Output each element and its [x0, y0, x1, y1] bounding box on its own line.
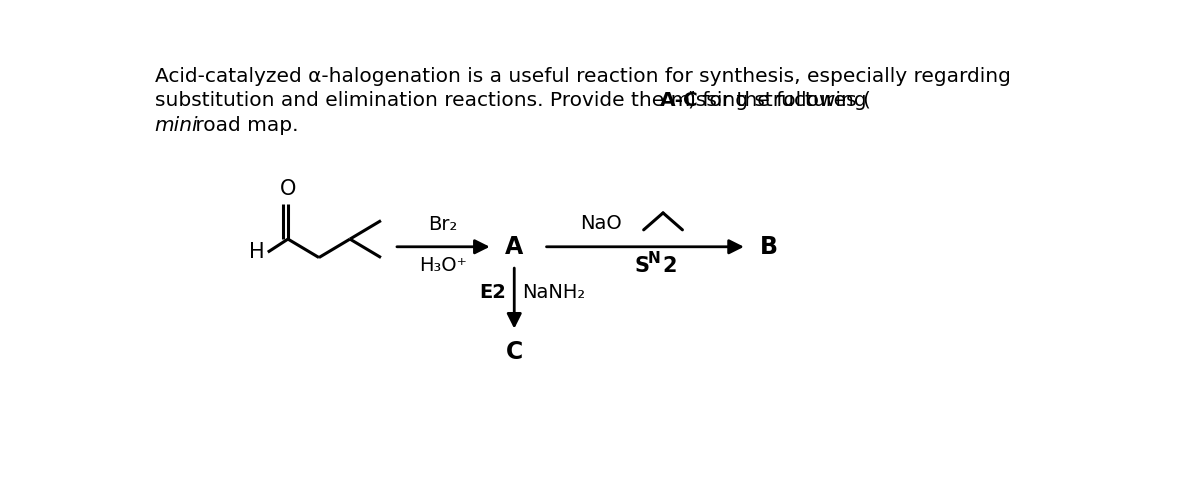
Text: A: A [505, 235, 523, 259]
Text: B: B [760, 235, 778, 259]
Text: substitution and elimination reactions. Provide the missing structures (: substitution and elimination reactions. … [155, 91, 870, 110]
Text: H: H [250, 242, 265, 262]
Text: A-C: A-C [660, 91, 698, 110]
Text: H₃O⁺: H₃O⁺ [419, 256, 467, 275]
Text: Acid-catalyzed α-halogenation is a useful reaction for synthesis, especially reg: Acid-catalyzed α-halogenation is a usefu… [155, 66, 1010, 86]
Text: road map.: road map. [190, 116, 299, 135]
Text: Br₂: Br₂ [428, 216, 457, 235]
Text: NaO: NaO [580, 214, 622, 233]
Text: 2: 2 [662, 256, 677, 276]
Text: ) for the following: ) for the following [688, 91, 866, 110]
Text: mini: mini [155, 116, 198, 135]
Text: N: N [648, 251, 660, 266]
Text: E2: E2 [480, 283, 506, 303]
Text: C: C [505, 340, 523, 364]
Text: NaNH₂: NaNH₂ [522, 283, 586, 303]
Text: O: O [280, 179, 296, 199]
Text: S: S [635, 256, 649, 276]
